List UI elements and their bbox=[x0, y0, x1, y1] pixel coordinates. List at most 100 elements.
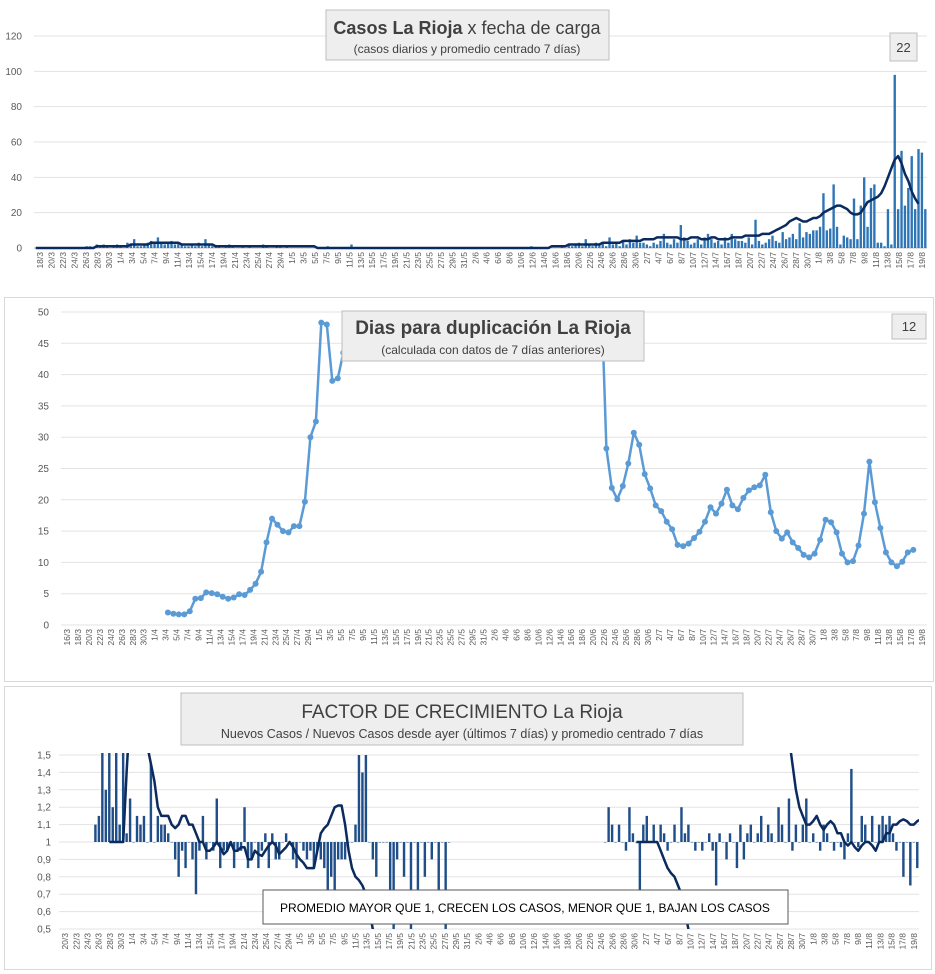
x-tick-label: 2/6 bbox=[473, 933, 483, 945]
data-point bbox=[888, 559, 895, 566]
x-tick-label: 11/5 bbox=[369, 629, 379, 645]
y-tick-label: 0 bbox=[16, 244, 22, 255]
x-tick-label: 14/7 bbox=[711, 252, 721, 269]
x-tick-label: 12/6 bbox=[529, 933, 539, 950]
x-tick-label: 15/5 bbox=[391, 629, 401, 646]
x-tick-label: 11/4 bbox=[204, 629, 214, 645]
bar bbox=[781, 232, 784, 248]
bar bbox=[200, 246, 204, 248]
bar bbox=[739, 824, 742, 842]
x-tick-label: 17/8 bbox=[898, 933, 908, 950]
y-tick-label: 20 bbox=[38, 495, 50, 506]
data-point bbox=[904, 549, 911, 556]
bar bbox=[735, 842, 739, 869]
bar bbox=[354, 824, 357, 842]
x-tick-label: 9/4 bbox=[172, 933, 182, 945]
x-tick-label: 13/5 bbox=[356, 252, 366, 269]
data-point bbox=[680, 543, 687, 550]
x-tick-label: 9/8 bbox=[862, 629, 872, 641]
bar bbox=[652, 242, 655, 248]
data-point bbox=[691, 535, 698, 541]
x-tick-label: 1/5 bbox=[287, 252, 297, 264]
x-tick-label: 13/4 bbox=[194, 933, 204, 950]
bar bbox=[603, 842, 607, 843]
data-point bbox=[214, 591, 221, 598]
data-point bbox=[197, 595, 204, 602]
x-tick-label: 30/6 bbox=[631, 252, 641, 269]
bar bbox=[801, 237, 805, 248]
bar bbox=[777, 807, 780, 842]
bar bbox=[903, 205, 907, 248]
bar bbox=[232, 842, 236, 869]
data-point bbox=[910, 546, 917, 553]
x-tick-label: 11/8 bbox=[871, 252, 881, 268]
bar bbox=[773, 842, 777, 843]
chart-subtitle: (calculada con datos de 7 días anteriore… bbox=[381, 343, 604, 357]
bar bbox=[170, 842, 173, 843]
y-tick-label: 0,9 bbox=[37, 855, 51, 866]
data-point bbox=[773, 528, 780, 535]
x-tick-label: 5/5 bbox=[336, 629, 346, 641]
bar bbox=[129, 244, 132, 248]
data-point bbox=[795, 545, 802, 551]
bar bbox=[815, 230, 818, 248]
x-tick-label: 10/7 bbox=[688, 252, 698, 269]
data-point bbox=[290, 523, 297, 530]
x-tick-label: 11/5 bbox=[350, 933, 360, 949]
x-tick-label: 5/4 bbox=[172, 629, 182, 641]
bar bbox=[687, 824, 690, 842]
x-tick-label: 20/7 bbox=[753, 629, 763, 646]
bar bbox=[187, 246, 190, 248]
bar bbox=[402, 842, 406, 877]
bar bbox=[277, 842, 281, 860]
bar bbox=[440, 842, 444, 843]
x-tick-label: 23/5 bbox=[413, 252, 423, 269]
bar bbox=[690, 842, 694, 843]
bar bbox=[864, 824, 867, 842]
bar bbox=[371, 842, 375, 860]
bar bbox=[581, 246, 584, 248]
bar bbox=[156, 815, 160, 842]
bar bbox=[662, 233, 666, 248]
bar bbox=[173, 842, 177, 860]
bar bbox=[135, 815, 139, 842]
x-tick-label: 1/4 bbox=[150, 629, 160, 641]
bar bbox=[701, 842, 704, 851]
bar bbox=[866, 226, 869, 248]
x-tick-label: 8/7 bbox=[676, 252, 686, 264]
data-point bbox=[882, 549, 889, 556]
bar bbox=[857, 842, 860, 848]
data-point bbox=[723, 486, 730, 493]
bar bbox=[187, 842, 191, 843]
bar bbox=[883, 246, 886, 248]
bar bbox=[750, 244, 754, 248]
bar bbox=[326, 842, 329, 912]
bar bbox=[725, 842, 728, 860]
bar bbox=[309, 842, 312, 851]
bar bbox=[101, 753, 104, 842]
chart-factor-crecimiento: 0,5 0,6 0,7 0,8 0,9 1 1,1 1,2 1,3 1,4 1,5 20/3 22/3 2… bbox=[4, 686, 932, 970]
x-tick-label: 18/6 bbox=[562, 252, 572, 269]
bar bbox=[153, 242, 156, 248]
data-point bbox=[866, 458, 873, 465]
x-tick-label: 30/7 bbox=[802, 252, 812, 269]
x-tick-label: 4/6 bbox=[500, 629, 510, 641]
bar bbox=[330, 842, 333, 877]
bar bbox=[368, 842, 371, 843]
bar bbox=[598, 244, 601, 248]
data-point bbox=[608, 484, 615, 491]
bar bbox=[149, 240, 153, 248]
x-tick-label: 22/3 bbox=[95, 629, 105, 646]
data-point bbox=[767, 509, 774, 516]
bar bbox=[253, 842, 257, 843]
data-point bbox=[192, 595, 199, 602]
bar bbox=[437, 842, 440, 912]
x-tick-label: 28/7 bbox=[786, 933, 796, 950]
bar bbox=[652, 824, 655, 842]
x-tick-label: 4/7 bbox=[652, 933, 662, 945]
bar bbox=[798, 223, 801, 248]
bar bbox=[760, 815, 763, 842]
bar bbox=[924, 209, 927, 248]
bar bbox=[617, 824, 621, 842]
x-tick-label: 6/6 bbox=[493, 252, 503, 264]
